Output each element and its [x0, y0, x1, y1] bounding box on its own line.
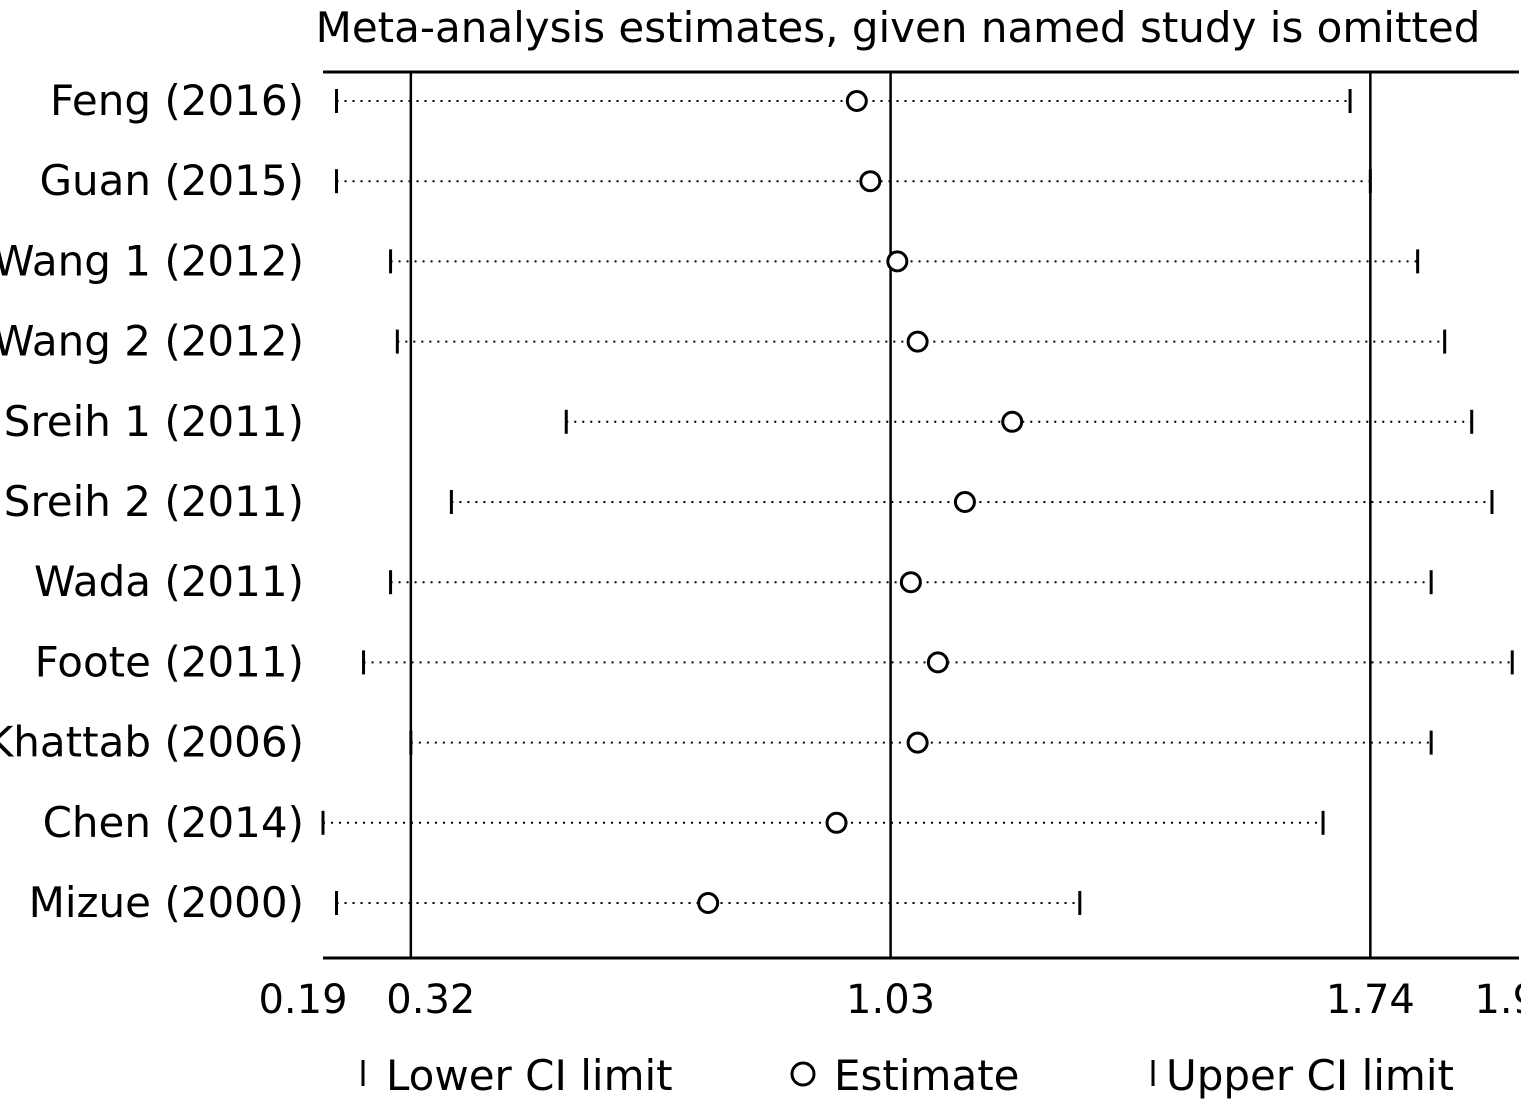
estimate-point — [1001, 410, 1024, 433]
study-row: Wang 2 (2012) — [0, 317, 1447, 366]
estimate-point — [697, 892, 720, 914]
legend-item: Lower CI limit — [361, 1051, 673, 1100]
study-row: Mizue (2000) — [29, 878, 1082, 927]
study-label: Feng (2016) — [50, 76, 304, 125]
study-row: Sreih 2 (2011) — [4, 477, 1494, 526]
study-row: Foote (2011) — [35, 637, 1514, 686]
study-row: Feng (2016) — [50, 76, 1352, 125]
study-label: Sreih 2 (2011) — [4, 477, 304, 526]
legend: Lower CI limit Estimate Upper CI limit — [361, 1051, 1454, 1100]
x-tick-label: 0.19 — [258, 977, 347, 1023]
chart-title: Meta-analysis estimates, given named stu… — [316, 3, 1481, 52]
study-row: Khattab (2006) — [0, 718, 1433, 767]
estimate-point — [825, 811, 848, 834]
legend-label: Estimate — [834, 1051, 1020, 1100]
x-tick-label: 1.74 — [1326, 977, 1415, 1023]
legend-label: Lower CI limit — [386, 1051, 673, 1100]
estimate-point — [886, 250, 909, 273]
study-label: Guan (2015) — [39, 156, 304, 205]
estimate-point — [906, 330, 929, 353]
study-label: Foote (2011) — [35, 637, 304, 686]
x-tick-label: 1.03 — [846, 977, 935, 1023]
study-label: Wang 1 (2012) — [0, 236, 304, 285]
x-tick-label: 0.32 — [386, 977, 475, 1023]
study-row: Wada (2011) — [34, 557, 1433, 606]
study-label: Chen (2014) — [43, 798, 304, 847]
legend-label: Upper CI limit — [1166, 1051, 1454, 1100]
reference-lines — [409, 72, 1372, 958]
estimate-point — [859, 170, 882, 193]
study-label: Wang 2 (2012) — [0, 317, 304, 366]
estimate-point — [845, 90, 868, 112]
study-label: Khattab (2006) — [0, 718, 304, 767]
estimate-point — [899, 571, 922, 594]
estimate-point — [953, 491, 976, 513]
study-row: Wang 1 (2012) — [0, 236, 1420, 285]
study-row: Guan (2015) — [39, 156, 1372, 205]
x-tick-labels: 0.19 0.32 1.03 1.74 1.96 — [258, 977, 1521, 1023]
legend-item: Upper CI limit — [1151, 1051, 1454, 1100]
estimate-point — [906, 731, 929, 754]
study-label: Sreih 1 (2011) — [4, 397, 304, 446]
study-row: Chen (2014) — [43, 798, 1325, 847]
study-rows: Feng (2016) Guan (2015) Wang 1 (2012) Wang … — [0, 76, 1514, 927]
study-label: Wada (2011) — [34, 557, 304, 606]
study-row: Sreih 1 (2011) — [4, 397, 1474, 446]
x-tick-label: 1.96 — [1474, 977, 1521, 1023]
study-label: Mizue (2000) — [29, 878, 304, 927]
estimate-point — [926, 651, 949, 674]
legend-item: Estimate — [790, 1051, 1020, 1100]
legend-circle-icon — [790, 1061, 816, 1087]
